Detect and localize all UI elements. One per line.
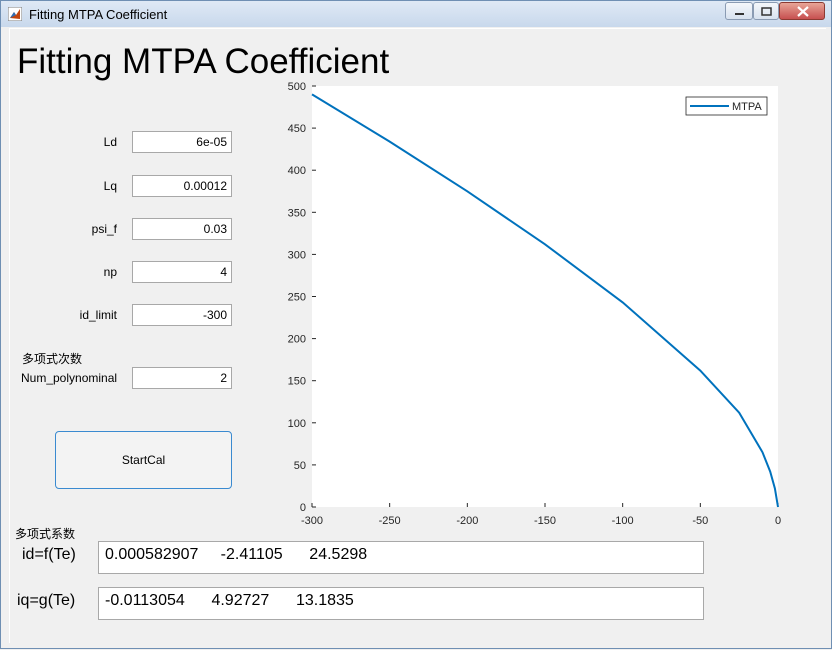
x-tick-label: -50 xyxy=(692,515,708,527)
lq-field[interactable] xyxy=(132,175,232,197)
y-tick-label: 400 xyxy=(288,165,306,177)
x-tick-label: 0 xyxy=(775,515,781,527)
y-tick-label: 450 xyxy=(288,123,306,135)
np-label: np xyxy=(103,265,117,279)
plot-area xyxy=(312,86,778,507)
minimize-button[interactable] xyxy=(725,2,753,20)
mtpa-series-line xyxy=(311,93,779,508)
maximize-icon xyxy=(761,7,772,16)
title-bar: Fitting MTPA Coefficient xyxy=(1,1,831,27)
page-title: Fitting MTPA Coefficient xyxy=(17,42,390,81)
id-coeff-field[interactable]: 0.000582907 -2.41105 24.5298 xyxy=(98,541,704,574)
x-tick-label: -250 xyxy=(379,515,401,527)
id-limit-label: id_limit xyxy=(79,308,117,322)
lq-label: Lq xyxy=(103,179,117,193)
y-tick-label: 0 xyxy=(300,502,306,514)
y-tick-label: 500 xyxy=(288,81,306,93)
ld-label: Ld xyxy=(103,135,117,149)
y-tick-label: 350 xyxy=(288,207,306,219)
legend-label: MTPA xyxy=(732,101,762,113)
x-tick-label: -100 xyxy=(612,515,634,527)
legend: MTPA xyxy=(685,96,768,116)
psi-f-field[interactable] xyxy=(132,218,232,240)
y-tick-label: 150 xyxy=(288,376,306,388)
poly-coeff-section-label: 多项式系数 xyxy=(15,527,76,541)
y-tick-label: 200 xyxy=(288,334,306,346)
num-polynominal-label: Num_polynominal xyxy=(21,371,118,385)
poly-order-section-label: 多项式次数 xyxy=(22,352,83,366)
psi-f-label: psi_f xyxy=(91,222,117,236)
y-tick-label: 100 xyxy=(288,418,306,430)
x-tick-label: -150 xyxy=(534,515,556,527)
close-icon xyxy=(797,6,809,17)
y-tick-label: 300 xyxy=(288,249,306,261)
close-button[interactable] xyxy=(779,2,825,20)
iq-function-label: iq=g(Te) xyxy=(17,592,76,609)
np-field[interactable] xyxy=(132,261,232,283)
x-tick-label: -200 xyxy=(456,515,478,527)
id-function-label: id=f(Te) xyxy=(22,546,76,563)
maximize-button[interactable] xyxy=(753,2,779,20)
num-polynominal-field[interactable] xyxy=(132,367,232,389)
matlab-logo-icon xyxy=(8,7,22,21)
ld-field[interactable] xyxy=(132,131,232,153)
y-tick-label: 250 xyxy=(288,292,306,304)
start-cal-button[interactable]: StartCal xyxy=(55,431,232,489)
minimize-icon xyxy=(735,13,744,15)
id-limit-field[interactable] xyxy=(132,304,232,326)
iq-coeff-field[interactable]: -0.0113054 4.92727 13.1835 xyxy=(98,587,704,620)
x-tick-label: -300 xyxy=(301,515,323,527)
y-tick-label: 50 xyxy=(294,460,306,472)
window-title: Fitting MTPA Coefficient xyxy=(29,7,168,22)
